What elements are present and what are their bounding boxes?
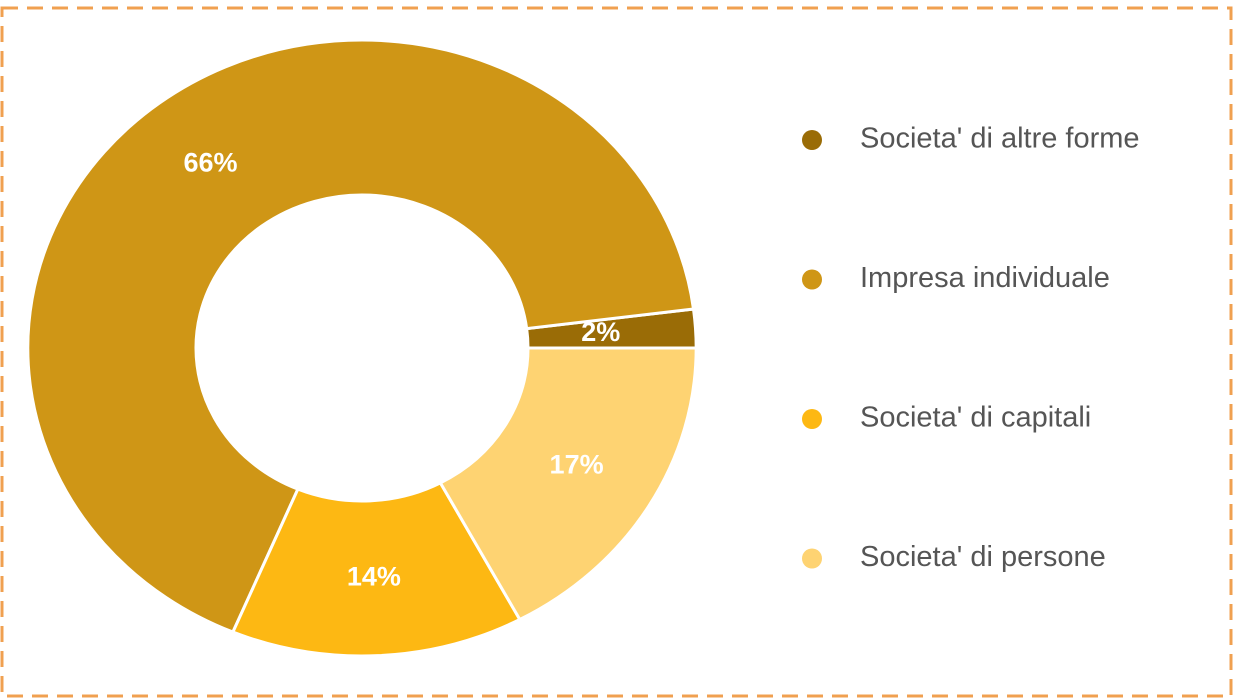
data-label: 14%	[347, 561, 401, 591]
legend-label: Societa' di capitali	[860, 402, 1091, 434]
data-label: 17%	[550, 450, 604, 480]
legend-marker	[802, 409, 822, 429]
legend-label: Impresa individuale	[860, 262, 1110, 294]
legend-marker	[802, 130, 822, 150]
legend-marker	[802, 269, 822, 290]
frame	[0, 6, 1233, 698]
data-label: 66%	[184, 148, 238, 178]
data-label: 2%	[581, 317, 620, 347]
slice	[26, 38, 696, 634]
legend-label: Societa' di persone	[860, 541, 1106, 573]
slice	[230, 480, 522, 658]
legend-marker	[802, 548, 822, 569]
legend-label: Societa' di altre forme	[860, 123, 1140, 155]
slice	[438, 346, 698, 622]
